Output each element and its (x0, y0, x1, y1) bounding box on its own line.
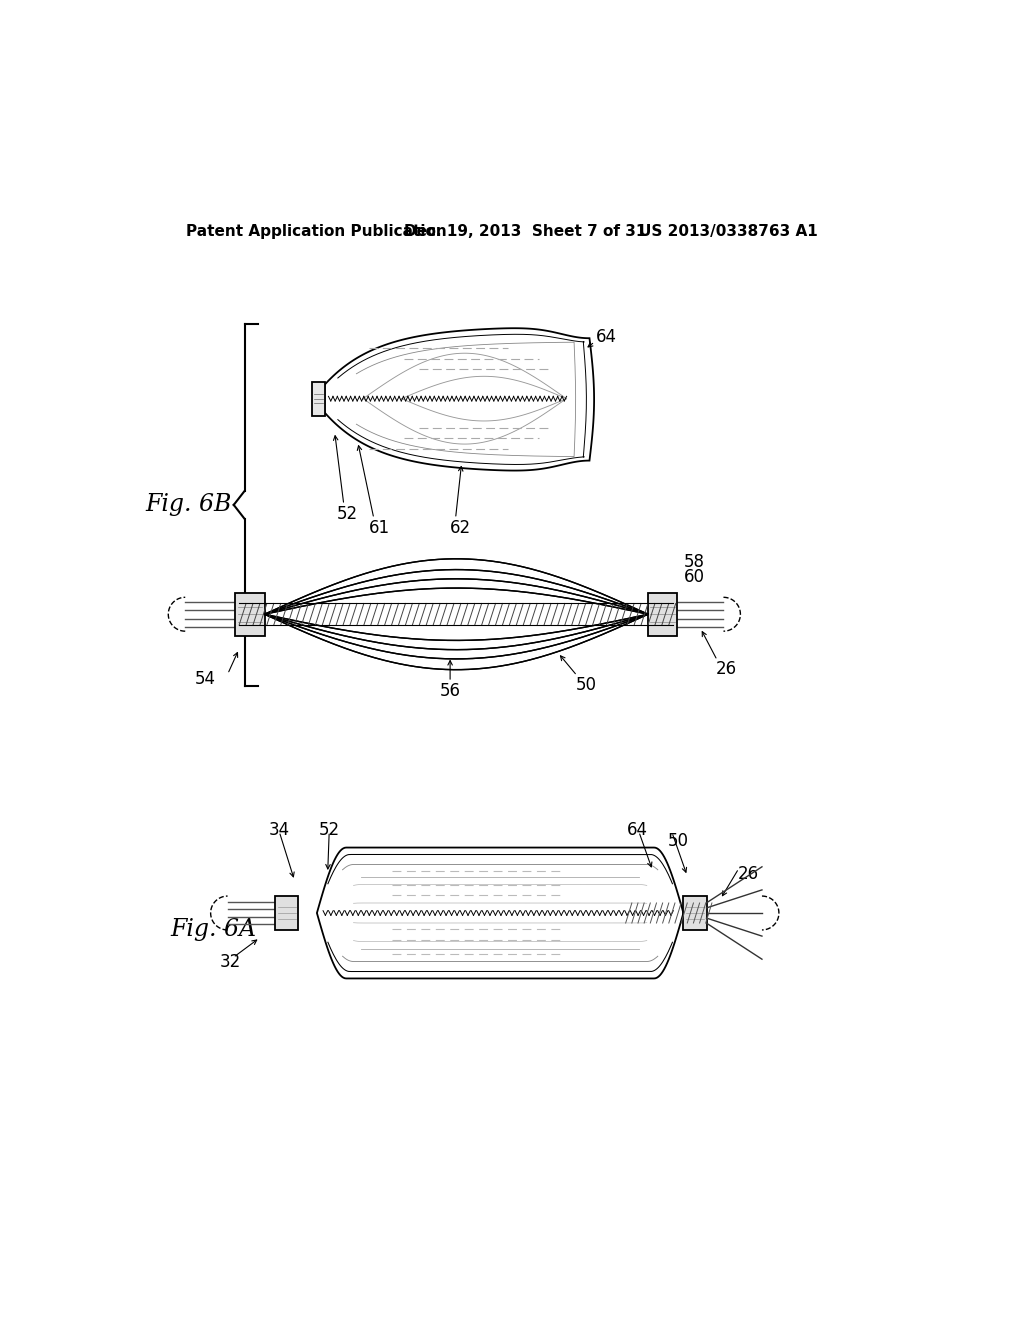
Text: Patent Application Publication: Patent Application Publication (186, 224, 446, 239)
Text: 32: 32 (220, 953, 241, 972)
Bar (648, 593, 677, 636)
Text: US 2013/0338763 A1: US 2013/0338763 A1 (639, 224, 817, 239)
Text: 50: 50 (668, 832, 689, 850)
Bar (275, 896, 298, 929)
Text: 52: 52 (318, 821, 340, 838)
Text: Fig. 6A: Fig. 6A (171, 919, 257, 941)
Text: 50: 50 (575, 676, 597, 694)
Text: 26: 26 (716, 660, 737, 678)
Bar (683, 896, 707, 929)
Text: 56: 56 (439, 682, 461, 700)
Text: 64: 64 (627, 821, 648, 838)
Text: 61: 61 (370, 519, 390, 537)
Polygon shape (316, 847, 683, 978)
Bar (312, 381, 325, 416)
Bar (236, 593, 264, 636)
Text: 26: 26 (737, 866, 759, 883)
Text: 52: 52 (337, 506, 358, 523)
Text: 34: 34 (268, 821, 290, 838)
Text: 58: 58 (683, 553, 705, 570)
Polygon shape (325, 329, 594, 470)
Text: 60: 60 (683, 569, 705, 586)
Text: 62: 62 (451, 519, 471, 537)
Text: Dec. 19, 2013  Sheet 7 of 31: Dec. 19, 2013 Sheet 7 of 31 (403, 224, 646, 239)
Text: 54: 54 (195, 669, 216, 688)
Text: Fig. 6B: Fig. 6B (145, 494, 231, 516)
Text: 64: 64 (596, 329, 616, 346)
